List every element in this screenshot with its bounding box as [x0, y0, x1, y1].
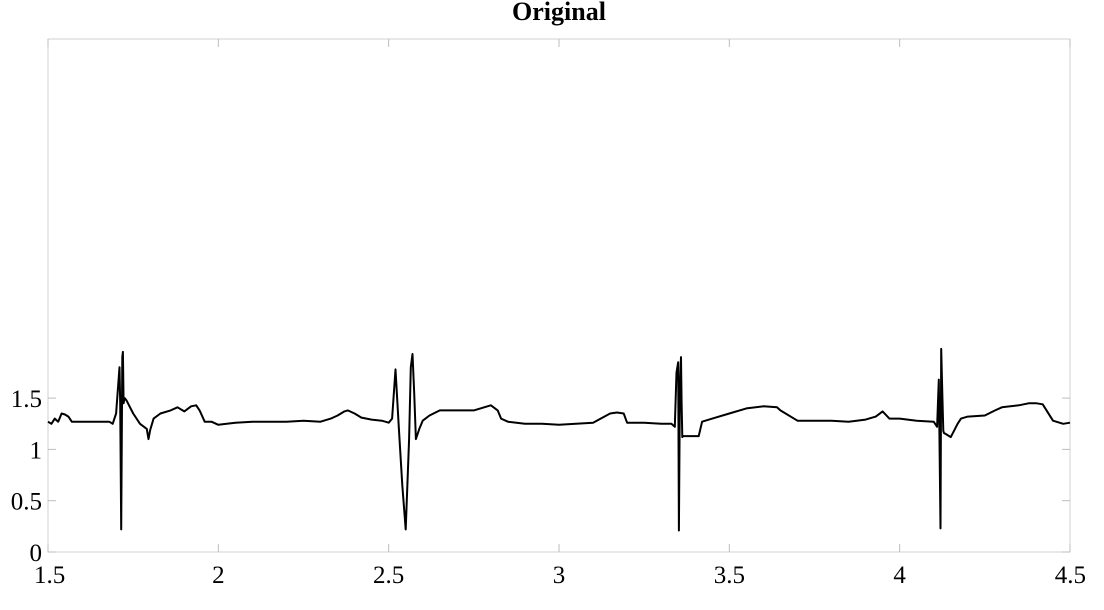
x-tick-label: 4: [893, 562, 906, 589]
series-layer: [47, 347, 1071, 532]
plot-frame: [47, 38, 1071, 553]
x-tick-label: 2: [212, 562, 225, 589]
chart-title: Original: [512, 0, 606, 26]
x-tick-label: 1.5: [34, 562, 65, 589]
x-tick-label: 4.5: [1055, 562, 1086, 589]
y-tick-label: 1.5: [11, 386, 42, 413]
signal-series-line: [47, 347, 1071, 532]
y-tick-label: 1: [30, 437, 43, 464]
y-tick-label: 0: [30, 540, 43, 567]
x-tick-label: 3.5: [714, 562, 745, 589]
y-tick-label: 0.5: [11, 489, 42, 516]
x-tick-label: 2.5: [373, 562, 404, 589]
axis-ticks: [47, 39, 1071, 553]
x-tick-label: 3: [553, 562, 566, 589]
tick-labels: 1.5 2 2.5 3 3.5 4 4.5 0 0.5 1 1.5: [11, 386, 1086, 589]
